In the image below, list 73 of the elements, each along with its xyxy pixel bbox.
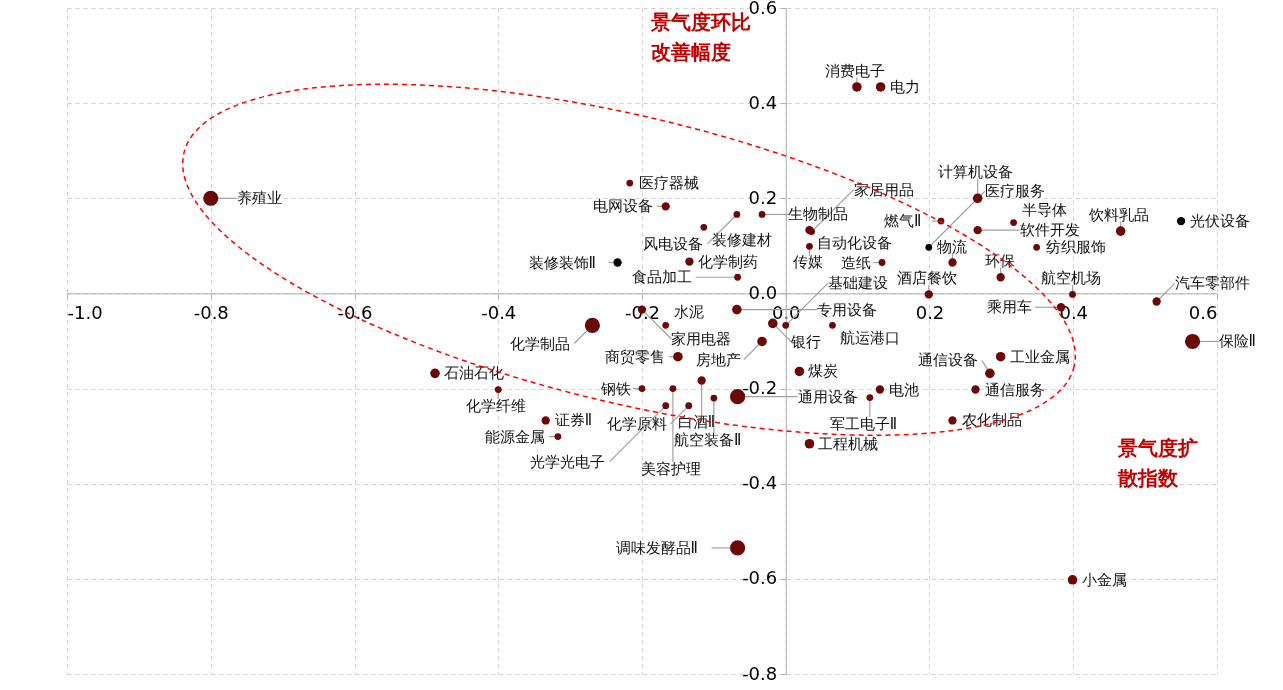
annotation: 乘用车 (987, 298, 1033, 317)
annotation: 军工电子Ⅱ (829, 414, 898, 433)
annotation: 传媒 (793, 253, 824, 272)
annotation: 酒店餐饮 (896, 269, 957, 288)
y-tick-label: 0.4 (748, 91, 778, 113)
x-axis-title: 景气度扩散指数 (1116, 435, 1198, 490)
annotation: 工业金属 (1009, 347, 1070, 366)
annotation: 化学原料 (606, 414, 667, 433)
x-tick-label: -0.8 (193, 301, 229, 323)
annotation: 医疗服务 (984, 182, 1045, 201)
annotation: 白酒Ⅱ (677, 413, 716, 432)
annotation: 通信设备 (917, 351, 978, 370)
y-tick-label: 0.2 (748, 186, 778, 208)
annotation: 工程机械 (818, 434, 879, 453)
annotation: 银行 (790, 332, 822, 351)
annotation: 电网设备 (592, 197, 653, 216)
x-tick-label: 0.2 (915, 301, 945, 323)
annotation: 化学纤维 (466, 396, 527, 415)
annotation: 造纸 (841, 253, 872, 272)
y-tick-label: -0.4 (742, 472, 778, 494)
annotation: 饮料乳品 (1087, 206, 1149, 225)
annotation: 商贸零售 (604, 347, 665, 366)
annotation: 汽车零部件 (1174, 274, 1250, 293)
x-tick-label: -0.6 (337, 301, 373, 323)
annotation: 食品加工 (631, 268, 692, 287)
annotation: 小金属 (1081, 570, 1127, 589)
x-tick-label: -0.4 (481, 301, 517, 323)
annotation: 水泥 (673, 303, 704, 322)
annotation: 航运港口 (840, 329, 901, 348)
annotation: 半导体 (1021, 200, 1067, 219)
annotation: 通信服务 (984, 380, 1045, 399)
annotation: 房地产 (695, 350, 741, 369)
annotation: 装修装饰Ⅱ (528, 253, 596, 272)
annotation: 自动化设备 (817, 234, 893, 253)
y-tick-label: 0.0 (748, 281, 778, 303)
annotation: 计算机设备 (937, 163, 1013, 182)
annotation: 调味发酵品Ⅱ (615, 538, 698, 557)
annotation: 物流 (936, 237, 967, 256)
annotation: 燃气Ⅱ (884, 212, 922, 231)
annotation: 能源金属 (484, 427, 545, 446)
annotation: 基础建设 (827, 274, 888, 293)
annotation: 软件开发 (1019, 221, 1080, 240)
annotation: 煤炭 (808, 362, 839, 381)
x-tick-label: 0.6 (1188, 301, 1218, 323)
annotation: 纺织服饰 (1045, 238, 1106, 257)
annotation: 医疗器械 (638, 174, 699, 193)
annotation: 化学制药 (698, 252, 759, 271)
annotation: 航空装备Ⅱ (673, 431, 742, 450)
x-tick-label: -1.0 (67, 301, 103, 323)
annotation: 通用设备 (797, 387, 858, 406)
annotation: 养殖业 (236, 189, 282, 208)
annotation: 光学光电子 (529, 452, 605, 471)
y-tick-label: -0.6 (742, 567, 778, 589)
annotation: 环保 (984, 252, 1015, 271)
annotation: 证券Ⅱ (554, 411, 593, 430)
annotation: 化学制品 (510, 334, 571, 353)
annotation: 光伏设备 (1190, 212, 1251, 231)
y-tick-label: -0.2 (742, 377, 778, 399)
annotation: 装修建材 (711, 231, 772, 250)
annotation: 消费电子 (824, 61, 885, 80)
annotation: 家居用品 (853, 180, 914, 199)
annotation: 美容护理 (640, 459, 701, 478)
annotation: 专用设备 (816, 300, 877, 319)
annotation: 生物制品 (788, 205, 849, 224)
y-tick-label: -0.8 (742, 662, 778, 684)
annotation: 风电设备 (643, 234, 704, 253)
annotation: 家用电器 (671, 330, 732, 348)
annotation: 电池 (888, 380, 919, 399)
annotation: 钢铁 (600, 379, 631, 398)
annotation: 航空机场 (1040, 269, 1101, 288)
annotation: 保险Ⅱ (1218, 332, 1256, 351)
annotation: 石油石化 (444, 364, 504, 383)
annotation: 电力 (889, 77, 920, 96)
